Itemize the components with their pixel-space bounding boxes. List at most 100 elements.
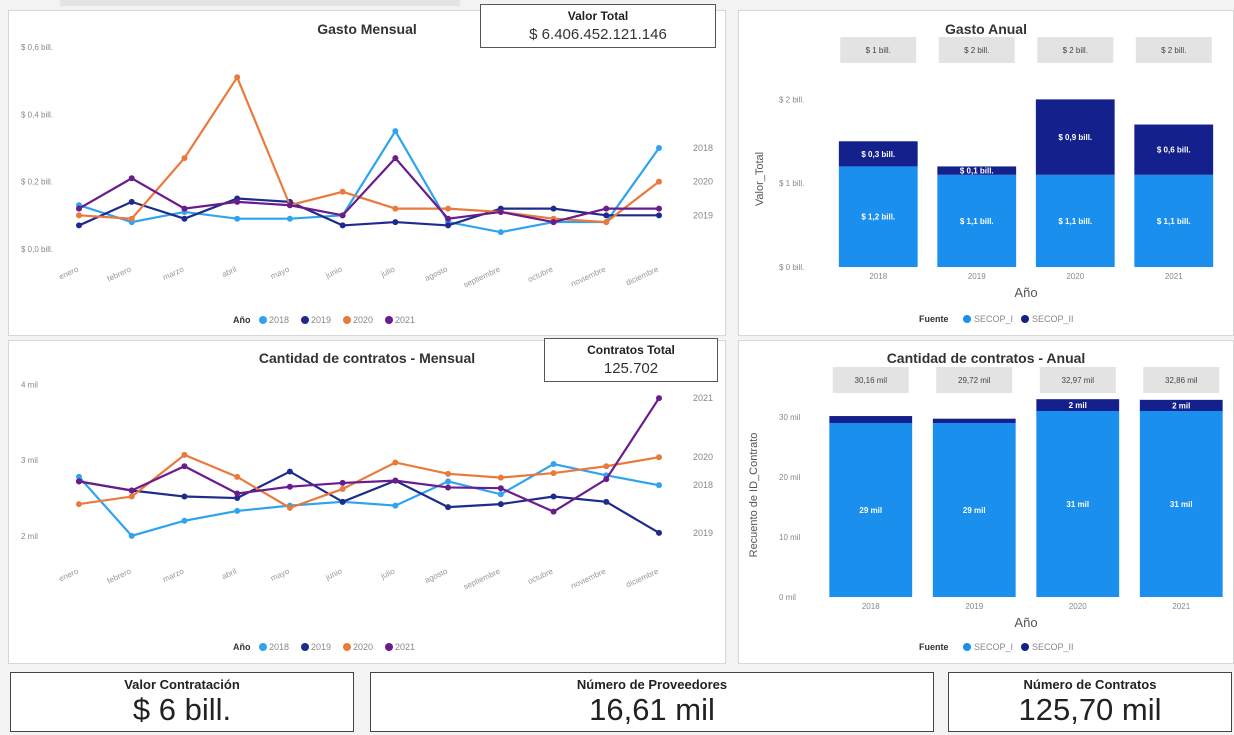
- x-tick-label: 2018: [869, 272, 887, 281]
- data-point-2020: [392, 205, 399, 212]
- bar-SECOP_I: [937, 174, 1017, 267]
- data-point-2021: [603, 476, 610, 483]
- x-tick-label: noviembre: [569, 264, 607, 288]
- data-point-2019: [445, 222, 452, 229]
- data-point-2019: [181, 215, 188, 222]
- total-box: [938, 37, 1015, 63]
- x-tick-label: junio: [323, 566, 344, 582]
- data-point-2018: [550, 461, 557, 467]
- data-point-2018: [392, 502, 399, 509]
- y-tick-label: 20 mil: [779, 473, 801, 482]
- data-point-2020: [445, 470, 452, 477]
- y-tick-label: 3 mil: [21, 456, 38, 465]
- data-point-2021: [445, 484, 452, 491]
- numero-contratos-card: Número de Contratos 125,70 mil: [948, 672, 1232, 732]
- x-tick-label: enero: [57, 264, 80, 281]
- bar-data-label: 31 mil: [1066, 500, 1089, 509]
- contratos-total-card: Contratos Total 125.702: [544, 338, 718, 382]
- legend-marker-SECOP_I: [963, 643, 971, 651]
- gasto-mensual-chart: $ 0,0 bill. $ 0,2 bill. $ 0,4 bill. $ 0,6 b…: [21, 43, 713, 325]
- data-point-2020: [234, 74, 241, 81]
- series-end-label: 2018: [693, 143, 713, 153]
- series-end-label: 2019: [693, 528, 713, 538]
- total-box: [1039, 367, 1116, 393]
- x-tick-label: abril: [221, 265, 239, 280]
- data-point-2018: [445, 478, 452, 485]
- total-label: 32,86 mil: [1165, 376, 1198, 385]
- legend-title: Año: [233, 315, 251, 325]
- numero-proveedores-card: Número de Proveedores 16,61 mil: [370, 672, 934, 732]
- x-tick-label: junio: [323, 264, 344, 280]
- y-tick-label: $ 0,6 bill.: [21, 43, 53, 52]
- data-point-2019: [234, 495, 241, 502]
- total-label: $ 1 bill.: [866, 46, 891, 55]
- x-axis-label: Año: [1014, 615, 1037, 630]
- total-box: [936, 367, 1013, 393]
- valor-contratacion-label: Valor Contratación: [124, 677, 240, 692]
- series-end-label: 2018: [693, 480, 713, 490]
- data-point-2020: [550, 470, 557, 477]
- x-tick-label: 2020: [1066, 272, 1084, 281]
- series-end-label: 2020: [693, 177, 713, 187]
- data-point-2020: [445, 205, 452, 212]
- x-tick-label: febrero: [106, 264, 133, 283]
- data-point-2019: [181, 493, 188, 500]
- data-point-2020: [656, 454, 662, 461]
- data-point-2019: [339, 222, 346, 229]
- legend-label: 2018: [269, 315, 289, 325]
- series-end-label: 2021: [693, 393, 713, 403]
- y-tick-label: $ 1 bill.: [779, 179, 804, 188]
- legend-label: 2019: [311, 315, 331, 325]
- data-point-2021: [603, 205, 610, 212]
- total-label: $ 2 bill.: [964, 46, 989, 55]
- x-tick-label: 2021: [1165, 272, 1183, 281]
- bar-data-label: $ 1,1 bill.: [1157, 217, 1191, 226]
- data-point-2020: [76, 212, 82, 219]
- bar-SECOP_II: [1139, 399, 1223, 411]
- x-tick-label: 2019: [965, 602, 983, 611]
- bar-SECOP_II: [937, 166, 1017, 175]
- bar-data-label: 2 mil: [1172, 401, 1190, 410]
- bar-data-label: 31 mil: [1170, 500, 1193, 509]
- data-point-2019: [603, 212, 610, 219]
- x-tick-label: septiembre: [462, 566, 502, 591]
- y-axis-label: Recuento de ID_Contrato: [748, 433, 760, 558]
- bar-SECOP_II: [932, 418, 1016, 423]
- gasto-anual-chart: $ 0 bill. $ 1 bill. $ 2 bill. Valor_Total $ …: [754, 37, 1214, 324]
- data-point-2018: [76, 473, 82, 480]
- legend-marker-SECOP_I: [963, 315, 971, 323]
- x-tick-label: octubre: [526, 264, 554, 284]
- bar-SECOP_I: [1036, 411, 1120, 597]
- series-line-2018: [78, 129, 660, 234]
- data-point-2020: [234, 473, 241, 480]
- series-line-2020: [78, 453, 660, 510]
- data-point-2021: [445, 215, 452, 222]
- x-tick-label: diciembre: [625, 566, 661, 589]
- total-label: 29,72 mil: [958, 376, 991, 385]
- data-point-2019: [445, 504, 452, 511]
- total-box: [1135, 37, 1212, 63]
- data-point-2021: [76, 478, 82, 485]
- data-point-2020: [76, 501, 82, 508]
- total-box: [832, 367, 909, 393]
- x-tick-label: febrero: [106, 566, 133, 585]
- bar-data-label: $ 1,2 bill.: [861, 213, 895, 222]
- data-point-2020: [339, 485, 346, 492]
- contratos-anual-title: Cantidad de contratos - Anual: [886, 350, 1086, 366]
- legend-label: SECOP_I: [974, 642, 1013, 652]
- data-point-2021: [392, 155, 399, 162]
- legend-label: SECOP_I: [974, 314, 1013, 324]
- data-point-2019: [392, 219, 399, 226]
- data-point-2021: [497, 485, 504, 492]
- bar-data-label: $ 0,9 bill.: [1058, 133, 1092, 142]
- data-point-2019: [603, 498, 610, 505]
- top-title-remnant: [60, 0, 460, 6]
- data-point-2021: [392, 477, 399, 484]
- x-tick-label: julio: [379, 264, 397, 279]
- data-point-2021: [181, 463, 188, 470]
- series-line-2021: [78, 156, 659, 224]
- data-point-2021: [234, 198, 241, 205]
- data-point-2018: [656, 482, 662, 489]
- data-point-2019: [339, 498, 346, 505]
- bar-data-label: 29 mil: [963, 506, 986, 515]
